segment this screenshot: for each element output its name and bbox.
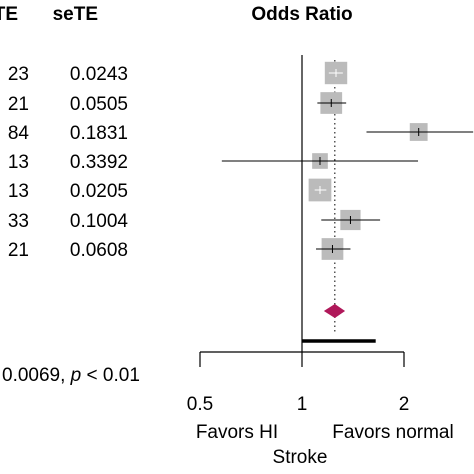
favors-left-label: Favors HI (196, 422, 278, 443)
te-cell: 13 (8, 181, 29, 202)
te-cell: 33 (8, 211, 29, 232)
sete-cell: 0.0243 (70, 64, 128, 85)
study-marker (316, 238, 351, 260)
x-axis-label: Stroke (273, 447, 328, 468)
heterogeneity-prefix: 0.0069, (2, 365, 71, 386)
sete-cell: 0.0505 (70, 94, 128, 115)
x-tick-label: 2 (399, 394, 410, 415)
te-cell: 23 (8, 64, 29, 85)
heterogeneity-stats: 0.0069, p < 0.01 (2, 365, 140, 386)
header-sete: seTE (53, 4, 98, 25)
sete-cell: 0.1004 (70, 211, 129, 232)
sete-cell: 0.0205 (70, 181, 128, 202)
te-cell: 84 (8, 123, 30, 144)
chart-layer: 0.5 1 2 (187, 55, 474, 415)
study-marker (221, 153, 419, 169)
te-cell: 21 (8, 94, 29, 115)
x-tick-label: 0.5 (187, 394, 213, 415)
study-marker (366, 123, 474, 141)
study-marker (317, 92, 347, 114)
study-marker (321, 209, 381, 231)
header-te: TE (0, 4, 18, 25)
sete-cell: 0.3392 (70, 152, 128, 173)
study-table: 23 0.0243 21 0.0505 84 0.1831 13 0.3392 … (8, 64, 129, 261)
p-symbol: p (70, 365, 82, 386)
favors-right-label: Favors normal (332, 422, 453, 443)
sete-cell: 0.0608 (70, 240, 128, 261)
heterogeneity-suffix: < 0.01 (81, 365, 140, 386)
te-cell: 13 (8, 152, 29, 173)
summary-diamond (323, 304, 346, 318)
sete-cell: 0.1831 (70, 123, 128, 144)
x-tick-label: 1 (297, 394, 308, 415)
te-cell: 21 (8, 240, 29, 261)
study-marker (308, 178, 332, 202)
header-odds-ratio: Odds Ratio (251, 4, 352, 25)
study-marker (324, 61, 348, 85)
